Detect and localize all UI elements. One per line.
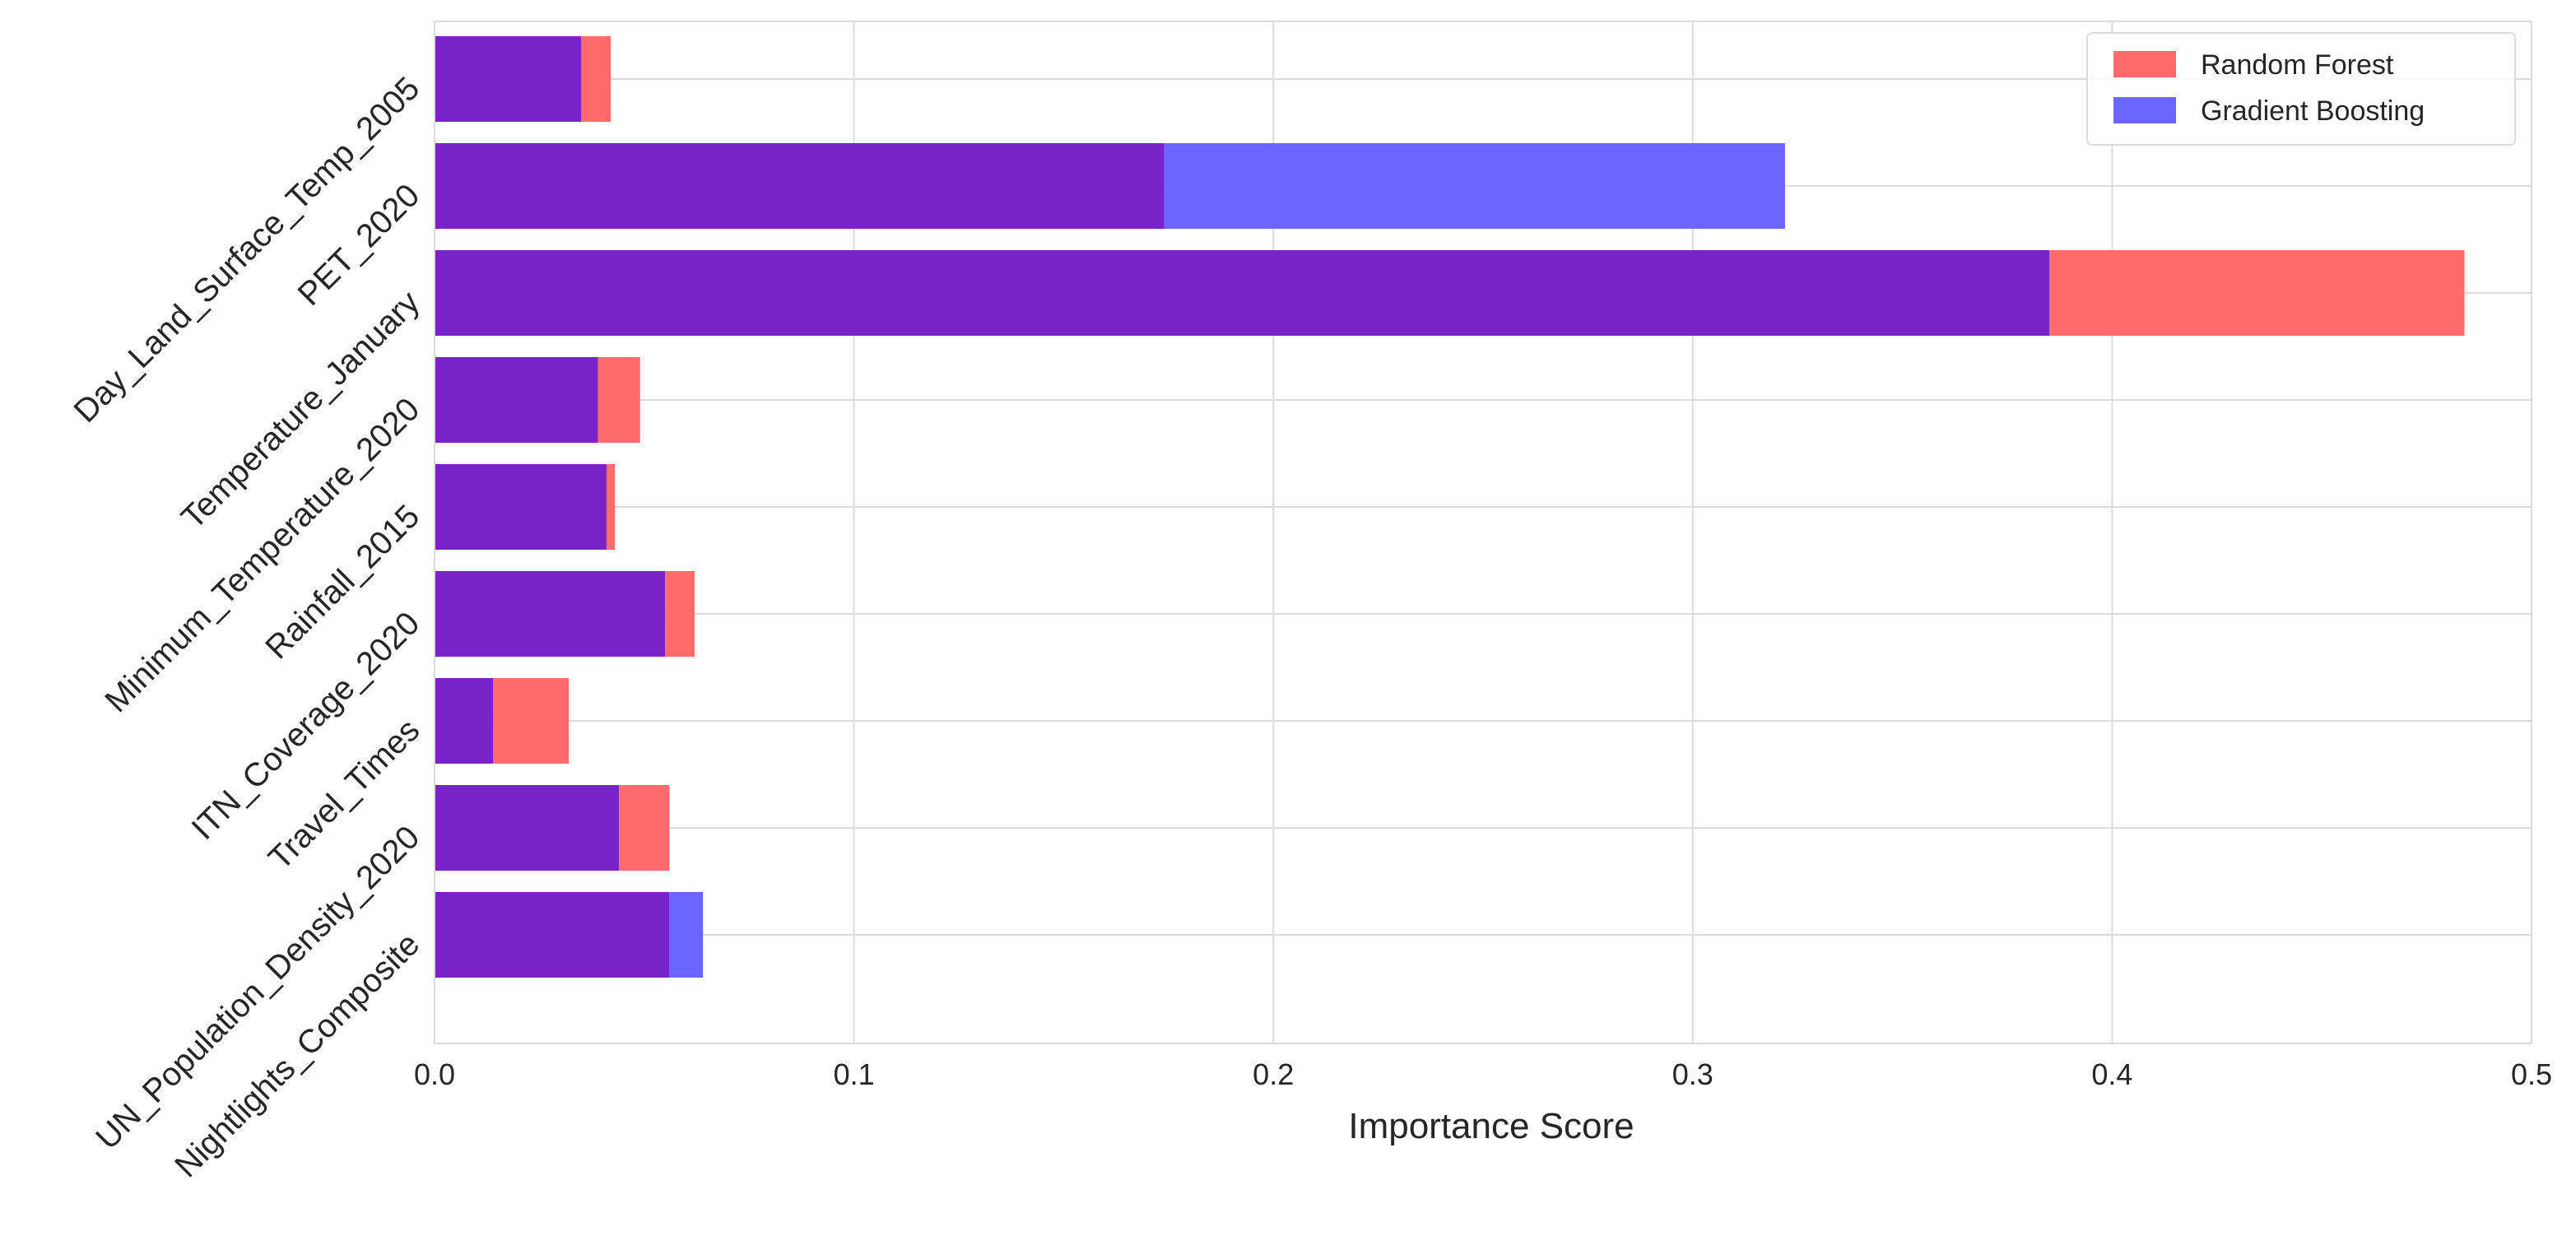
bar-overlap-UN_Population_Density_2020: [435, 785, 620, 871]
bar-overlap-Minimum_Temperature_2020: [435, 357, 598, 443]
x-tick-label: 0.0: [414, 1057, 455, 1091]
x-tick-label: 0.3: [1672, 1057, 1713, 1091]
bar-random-forest-Travel_Times: [493, 678, 570, 764]
bars: [435, 36, 2465, 978]
y-tick-labels: Day_Land_Surface_Temp_2005PET_2020Temper…: [67, 70, 427, 1184]
bar-overlap-ITN_Coverage_2020: [435, 571, 666, 657]
bar-gradient-boosting-Nightlights_Composite: [669, 892, 704, 978]
x-tick-label: 0.2: [1253, 1057, 1294, 1091]
x-axis-title: Importance Score: [1348, 1106, 1634, 1146]
bar-random-forest-Temperature_January: [2048, 250, 2465, 336]
legend-label: Random Forest: [2201, 49, 2394, 81]
plot-frame: [434, 21, 2532, 1044]
x-tick-labels: 0.0 0.1 0.2 0.3 0.4 0.5: [414, 1057, 2552, 1091]
bar-random-forest-Day_Land_Surface_Temp_2005: [581, 36, 611, 122]
bar-overlap-Rainfall_2015: [435, 464, 607, 550]
bar-overlap-Travel_Times: [435, 678, 494, 764]
bar-random-forest-ITN_Coverage_2020: [665, 571, 695, 657]
bar-overlap-PET_2020: [435, 143, 1165, 229]
bar-overlap-Temperature_January: [435, 250, 2049, 336]
bar-overlap-Day_Land_Surface_Temp_2005: [435, 36, 582, 122]
legend: Random Forest Gradient Boosting: [2086, 32, 2516, 146]
bar-random-forest-Minimum_Temperature_2020: [598, 357, 640, 443]
legend-swatch: [2113, 51, 2176, 77]
x-tick-label: 0.5: [2511, 1057, 2552, 1091]
bar-random-forest-UN_Population_Density_2020: [619, 785, 670, 871]
x-tick-label: 0.1: [834, 1057, 875, 1091]
legend-label: Gradient Boosting: [2201, 95, 2425, 127]
bar-overlap-Nightlights_Composite: [435, 892, 670, 978]
bar-random-forest-Rainfall_2015: [606, 464, 616, 550]
legend-items: Random Forest Gradient Boosting: [2113, 49, 2425, 127]
legend-swatch: [2113, 97, 2176, 123]
x-tick-label: 0.4: [2091, 1057, 2132, 1091]
bar-gradient-boosting-PET_2020: [1164, 143, 1785, 229]
legend-box: [2086, 32, 2516, 146]
